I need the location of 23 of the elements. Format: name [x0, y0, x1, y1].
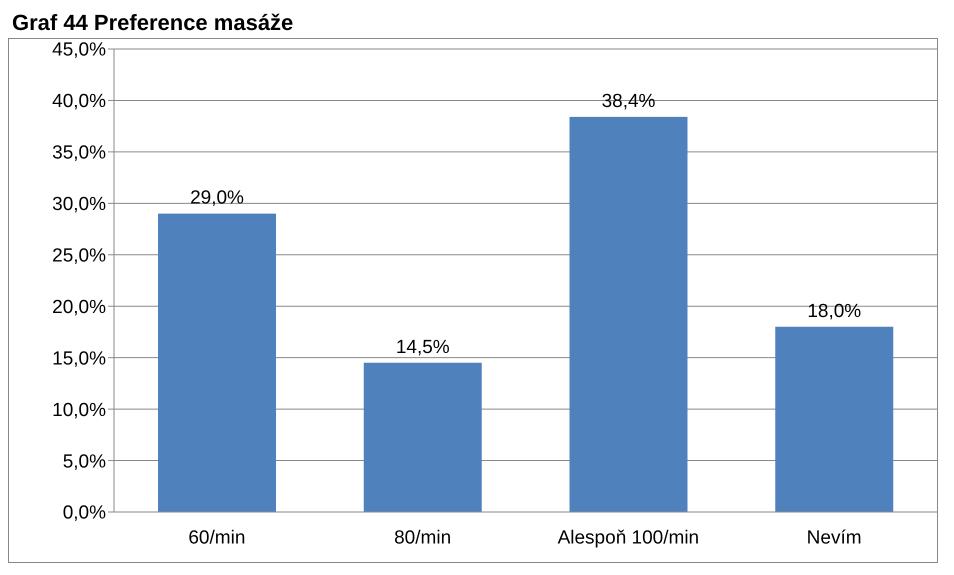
y-tick-label: 35,0% [52, 142, 106, 164]
y-tick-label: 30,0% [52, 194, 106, 216]
bar [364, 362, 482, 512]
y-tick-label: 15,0% [52, 348, 106, 370]
y-tick-label: 45,0% [52, 40, 106, 61]
data-label: 38,4% [602, 90, 656, 112]
x-tick-label: Nevím [806, 527, 862, 548]
y-tick-label: 40,0% [52, 91, 106, 112]
y-tick-label: 0,0% [62, 502, 106, 524]
x-tick-label: 80/min [394, 527, 452, 548]
bar [775, 326, 894, 512]
bar [570, 116, 688, 512]
y-tick-label: 20,0% [52, 296, 106, 318]
x-tick-label: 60/min [188, 527, 246, 548]
bar [158, 214, 276, 512]
chart-title: Graf 44 Preference masáže [11, 9, 294, 37]
y-tick-label: 25,0% [52, 246, 106, 267]
x-tick-label: Alespoň 100/min [558, 527, 700, 548]
y-tick-label: 10,0% [52, 400, 106, 421]
data-label: 29,0% [190, 188, 244, 209]
data-label: 18,0% [807, 300, 862, 322]
y-tick-label: 5,0% [62, 451, 106, 472]
data-label: 14,5% [396, 336, 450, 358]
